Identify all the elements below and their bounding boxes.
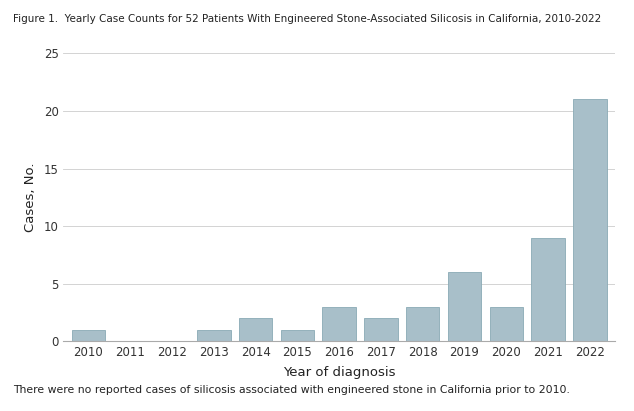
Bar xyxy=(281,330,314,341)
Bar xyxy=(489,307,523,341)
X-axis label: Year of diagnosis: Year of diagnosis xyxy=(283,366,396,379)
Bar xyxy=(72,330,105,341)
Y-axis label: Cases, No.: Cases, No. xyxy=(23,162,37,232)
Bar xyxy=(323,307,356,341)
Bar xyxy=(197,330,231,341)
Text: Figure 1.  Yearly Case Counts for 52 Patients With Engineered Stone-Associated S: Figure 1. Yearly Case Counts for 52 Pati… xyxy=(13,14,601,24)
Bar xyxy=(448,272,481,341)
Bar xyxy=(531,238,565,341)
Bar xyxy=(365,318,398,341)
Bar xyxy=(573,99,607,341)
Bar xyxy=(406,307,439,341)
Bar xyxy=(239,318,273,341)
Text: There were no reported cases of silicosis associated with engineered stone in Ca: There were no reported cases of silicosi… xyxy=(13,385,569,395)
